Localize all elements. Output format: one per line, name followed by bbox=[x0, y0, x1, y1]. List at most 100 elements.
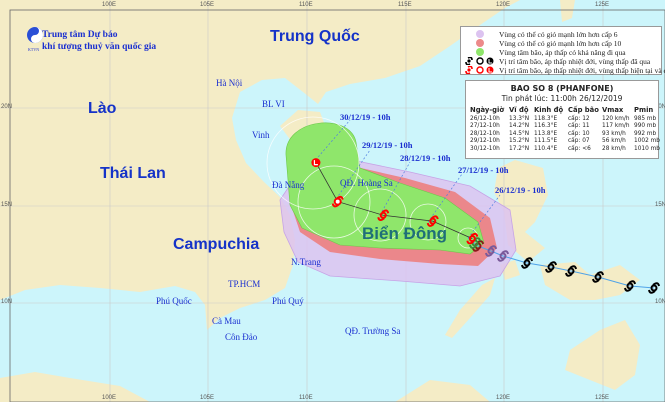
table-row: 26/12-10h 13.3°N 118.3°E cấp: 12 120 km/h 985… bbox=[466, 116, 658, 122]
past-track-line bbox=[467, 237, 655, 289]
forecast-date-label: 30/12/19 - 10h bbox=[340, 112, 391, 122]
lat-tick: 15N bbox=[655, 202, 665, 208]
legend-swatch-center-zone bbox=[476, 48, 484, 56]
date-leader-lines bbox=[312, 119, 501, 239]
table-cell: 990 mb bbox=[634, 123, 657, 129]
lon-tick: 125E bbox=[595, 2, 610, 8]
lat-tick: 20N bbox=[655, 104, 665, 110]
table-cell: cấp: 11 bbox=[568, 123, 590, 129]
lon-tick: 115E bbox=[398, 2, 412, 8]
place-phuquy: Phú Quý bbox=[272, 296, 304, 306]
table-cell: 113.8°E bbox=[534, 130, 558, 137]
lon-tick: 120E bbox=[496, 2, 511, 8]
legend-swatch-level10 bbox=[476, 39, 484, 47]
table-cell: 28 km/h bbox=[602, 145, 626, 152]
map-frame bbox=[9, 9, 665, 402]
column-header: Vmax bbox=[602, 106, 624, 114]
column-header: Ngày-giờ bbox=[470, 106, 505, 114]
table-cell: 29/12-10h bbox=[470, 138, 500, 144]
lat-tick: 20N bbox=[1, 104, 13, 110]
table-cell: 28/12-10h bbox=[470, 130, 500, 137]
table-row: 29/12-10h 15.2°N 111.5°E cấp: 07 56 km/h 1002… bbox=[466, 138, 660, 144]
legend-label: Vùng có thể có gió mạnh lớn hơn cấp 6 bbox=[499, 29, 618, 39]
table-row: 27/12-10h 14.2°N 116.3°E cấp: 11 117 km/h 990… bbox=[466, 123, 658, 129]
table-cell: 15.2°N bbox=[509, 138, 530, 144]
lat-tick: 15N bbox=[1, 202, 13, 208]
table-cell: 116.3°E bbox=[534, 123, 558, 129]
org-name-line1: Trung tâm Dự báo bbox=[42, 30, 118, 40]
logo-text: KTVN bbox=[28, 47, 40, 52]
table-cell: cấp: 07 bbox=[568, 138, 590, 144]
lon-tick: 125E bbox=[595, 395, 610, 401]
column-header: Cấp bão bbox=[568, 106, 599, 114]
storm-title: BAO SO 8 (PHANFONE) bbox=[510, 84, 614, 93]
table-header: Ngày-giờ Vĩ độ Kinh độ Cấp bão Vmax Pmin bbox=[466, 106, 658, 114]
forecast-track-line bbox=[315, 162, 473, 240]
legend-label: Vùng có thể có gió mạnh lớn hơn cấp 10 bbox=[499, 38, 622, 48]
table-cell: 111.5°E bbox=[534, 138, 558, 144]
lon-tick: 110E bbox=[299, 2, 313, 8]
palawan-island bbox=[445, 278, 495, 338]
lon-tick: 105E bbox=[200, 2, 215, 8]
map-legend: Vùng có thể có gió mạnh lớn hơn cấp 6 Vù… bbox=[460, 26, 665, 75]
past-typhoon-icon bbox=[648, 282, 660, 294]
legend-label: Vùng tâm bão, áp thấp có khả năng đi qua bbox=[499, 47, 626, 57]
legend-forecast-symbols-icon bbox=[461, 66, 499, 74]
lat-tick: 10N bbox=[655, 299, 665, 305]
nchmf-logo bbox=[27, 27, 43, 43]
column-header: Vĩ độ bbox=[509, 106, 529, 114]
forecast-date-label: 28/12/19 - 10h bbox=[400, 153, 451, 163]
country-cambodia: Campuchia bbox=[173, 236, 260, 253]
table-cell: 985 mb bbox=[634, 115, 657, 122]
table-cell: 1002 mb bbox=[634, 138, 660, 144]
place-hcm: TP.HCM bbox=[228, 279, 261, 289]
table-row: 30/12-10h 17.2°N 110.4°E cấp: <6 28 km/h 1010… bbox=[466, 145, 660, 152]
org-name-line2: khí tượng thuỷ văn quốc gia bbox=[42, 42, 157, 52]
table-cell: 117 km/h bbox=[602, 123, 630, 129]
forecast-date-label: 26/12/19 - 10h bbox=[495, 185, 546, 195]
column-header: Pmin bbox=[634, 106, 654, 114]
lon-tick: 110E bbox=[299, 395, 313, 401]
place-phuquoc: Phú Quốc bbox=[156, 296, 192, 306]
place-truongsa: QĐ. Trường Sa bbox=[345, 326, 401, 336]
visayas-islands bbox=[540, 262, 640, 300]
past-typhoon-icon bbox=[545, 261, 557, 273]
lon-tick: 100E bbox=[102, 2, 117, 8]
place-hanoi: Hà Nội bbox=[216, 78, 243, 88]
forecast-date-label: 29/12/19 - 10h bbox=[362, 140, 413, 150]
table-cell: 1010 mb bbox=[634, 145, 660, 152]
place-nhatrang: N.Trang bbox=[291, 257, 321, 267]
table-cell: 56 km/h bbox=[602, 138, 626, 144]
lon-tick: 105E bbox=[200, 395, 215, 401]
bulletin-table: BAO SO 8 (PHANFONE) Tin phát lúc: 11:00h… bbox=[465, 80, 660, 159]
lon-tick: 100E bbox=[102, 395, 117, 401]
table-cell: 14.2°N bbox=[509, 123, 530, 129]
table-cell: 30/12-10h bbox=[470, 145, 500, 152]
issue-time: Tin phát lúc: 11:00h 26/12/2019 bbox=[501, 94, 623, 103]
legend-label: Vị trí tâm bão, áp thấp nhiệt đới, vùng … bbox=[499, 65, 665, 75]
forecast-date-label: 27/12/19 - 10h bbox=[458, 165, 509, 175]
past-typhoon-icon bbox=[565, 265, 577, 277]
past-typhoon-icon bbox=[485, 245, 497, 257]
country-thailand: Thái Lan bbox=[100, 165, 166, 182]
table-cell: 17.2°N bbox=[509, 145, 530, 152]
typhoon-icon bbox=[466, 232, 479, 245]
taiwan-island bbox=[560, 0, 575, 22]
table-cell: cấp: 12 bbox=[568, 115, 590, 122]
legend-past-symbols-icon bbox=[461, 57, 499, 65]
table-cell: 120 km/h bbox=[602, 115, 630, 122]
place-danang: Đà Nẵng bbox=[272, 180, 305, 190]
legend-label: Vị trí tâm bão, áp thấp nhiệt đới, vùng … bbox=[499, 56, 651, 66]
lat-tick: 10N bbox=[1, 299, 13, 305]
column-header: Kinh độ bbox=[534, 106, 564, 114]
typhoon-icon bbox=[426, 215, 439, 227]
table-cell: 27/12-10h bbox=[470, 123, 500, 129]
table-cell: 110.4°E bbox=[534, 145, 558, 152]
tropical-depression-icon bbox=[331, 195, 344, 208]
place-vinh: Vinh bbox=[252, 130, 270, 140]
typhoon-icon bbox=[377, 209, 390, 221]
table-row: 28/12-10h 14.5°N 113.8°E cấp: 10 93 km/h 992 … bbox=[466, 131, 658, 137]
place-hoangsa: QĐ. Hoàng Sa bbox=[340, 178, 393, 188]
table-cell: 93 km/h bbox=[602, 130, 626, 137]
sea-bien-dong: Biển Đông bbox=[362, 224, 447, 243]
